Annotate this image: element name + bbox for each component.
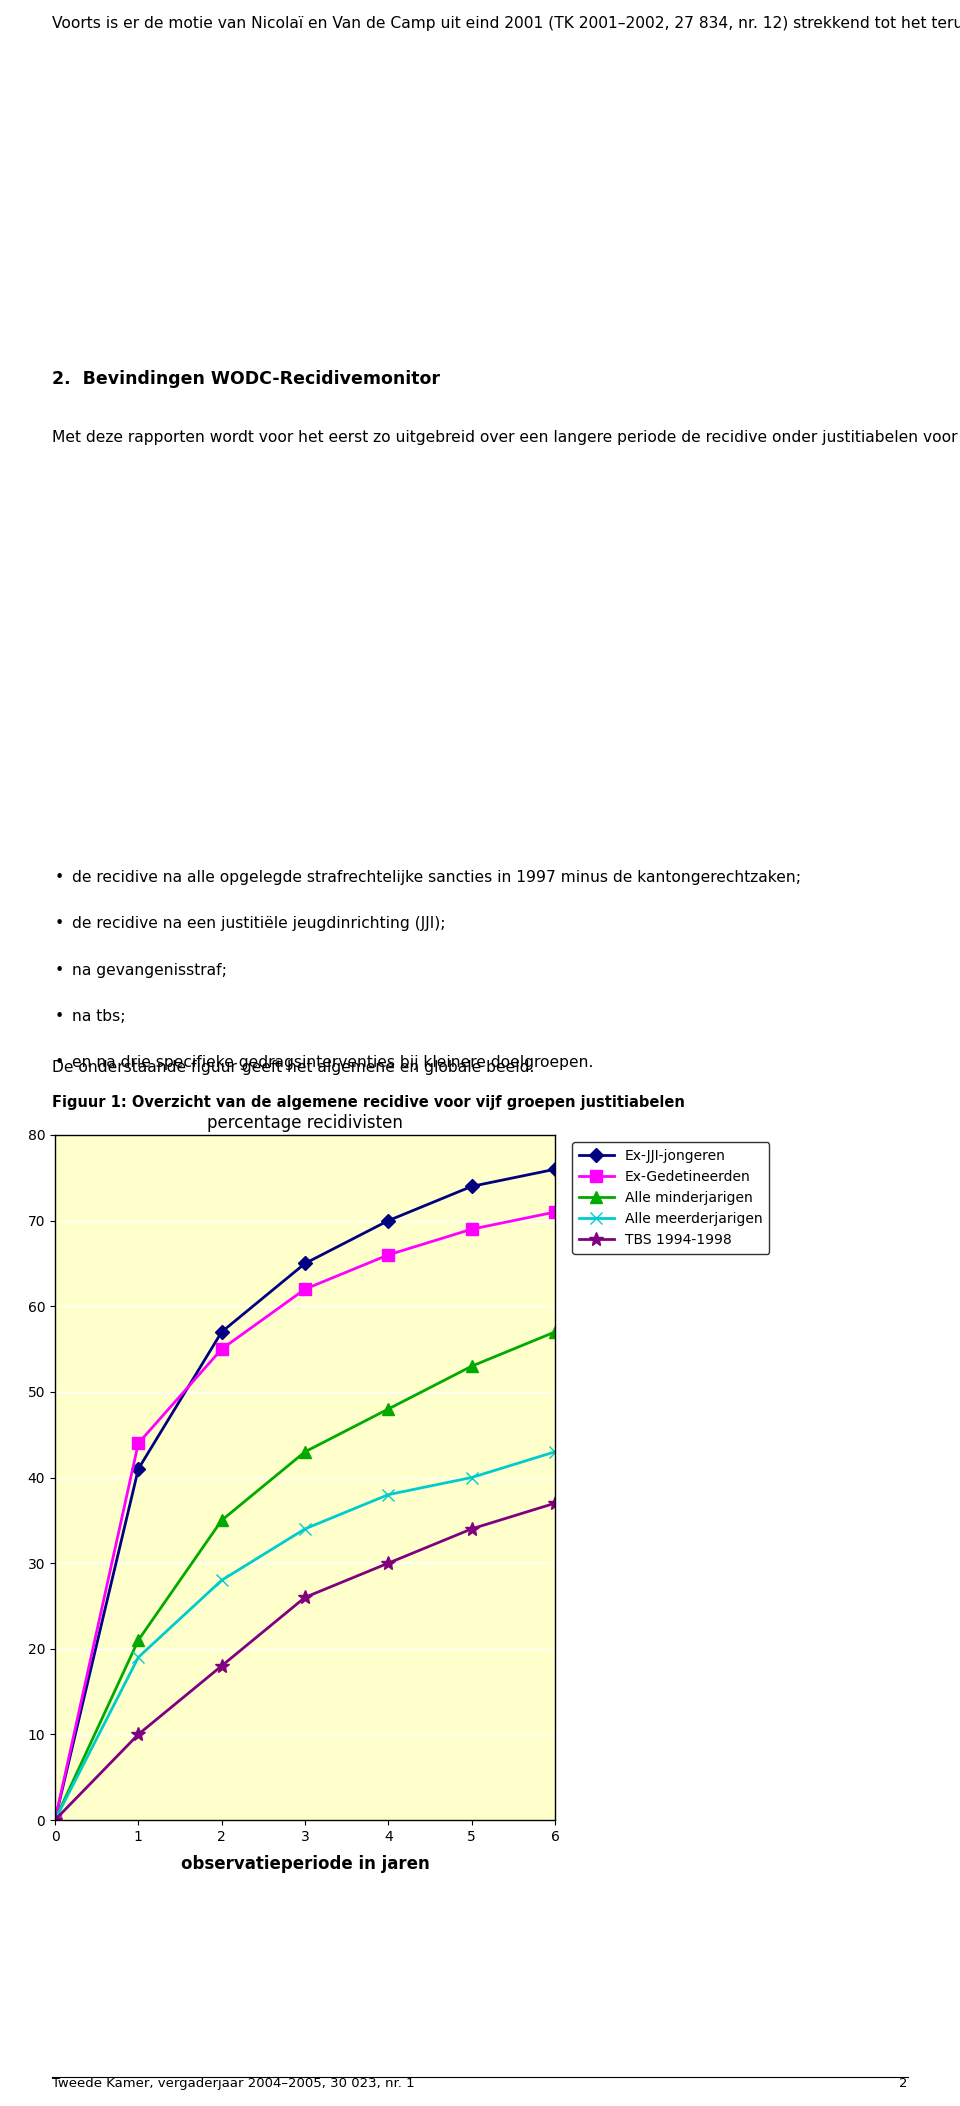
Alle meerderjarigen <box>549 1438 561 1464</box>
Alle meerderjarigen <box>466 1466 477 1491</box>
Text: •: • <box>55 1055 64 1070</box>
Alle minderjarigen <box>49 1807 60 1832</box>
TBS 1994-1998 <box>216 1653 228 1678</box>
Text: •: • <box>55 870 64 885</box>
TBS 1994-1998 <box>132 1723 144 1748</box>
TBS 1994-1998 <box>49 1807 60 1832</box>
TBS 1994-1998 <box>300 1584 311 1609</box>
Alle minderjarigen <box>383 1396 395 1422</box>
TBS 1994-1998 <box>383 1550 395 1575</box>
Alle meerderjarigen <box>216 1567 228 1592</box>
Text: de recidive na een justitiële jeugdinrichting (JJI);: de recidive na een justitiële jeugdinric… <box>72 916 445 931</box>
Title: percentage recidivisten: percentage recidivisten <box>207 1114 403 1133</box>
Alle minderjarigen <box>549 1318 561 1344</box>
Ex-Gedetineerden <box>49 1807 60 1832</box>
Ex-Gedetineerden <box>300 1276 311 1302</box>
Text: De onderstaande figuur geeft het algemene en globale beeld.: De onderstaande figuur geeft het algemen… <box>52 1059 535 1074</box>
Text: na tbs;: na tbs; <box>72 1009 126 1024</box>
Text: Met deze rapporten wordt voor het eerst zo uitgebreid over een langere periode d: Met deze rapporten wordt voor het eerst … <box>52 430 960 444</box>
Text: Voorts is er de motie van Nicolaï en Van de Camp uit eind 2001 (TK 2001–2002, 27: Voorts is er de motie van Nicolaï en Van… <box>52 15 960 32</box>
Text: en na drie specifieke gedragsinterventies bij kleinere doelgroepen.: en na drie specifieke gedragsinterventie… <box>72 1055 593 1070</box>
Ex-JJI-jongeren <box>549 1156 561 1181</box>
Text: Figuur 1: Overzicht van de algemene recidive voor vijf groepen justitiabelen: Figuur 1: Overzicht van de algemene reci… <box>52 1095 684 1110</box>
Text: •: • <box>55 916 64 931</box>
Line: Ex-JJI-jongeren: Ex-JJI-jongeren <box>50 1165 560 1826</box>
Ex-JJI-jongeren <box>383 1209 395 1234</box>
Text: •: • <box>55 962 64 977</box>
Alle meerderjarigen <box>132 1645 144 1670</box>
TBS 1994-1998 <box>549 1491 561 1516</box>
Text: 2: 2 <box>900 2077 908 2089</box>
Alle minderjarigen <box>466 1354 477 1379</box>
Text: Tweede Kamer, vergaderjaar 2004–2005, 30 023, nr. 1: Tweede Kamer, vergaderjaar 2004–2005, 30… <box>52 2077 415 2089</box>
Ex-Gedetineerden <box>549 1200 561 1226</box>
TBS 1994-1998 <box>466 1516 477 1542</box>
Ex-Gedetineerden <box>466 1217 477 1243</box>
Line: TBS 1994-1998: TBS 1994-1998 <box>48 1495 562 1826</box>
Alle meerderjarigen <box>49 1807 60 1832</box>
Legend: Ex-JJI-jongeren, Ex-Gedetineerden, Alle minderjarigen, Alle meerderjarigen, TBS : Ex-JJI-jongeren, Ex-Gedetineerden, Alle … <box>572 1141 769 1253</box>
Alle minderjarigen <box>300 1438 311 1464</box>
Line: Ex-Gedetineerden: Ex-Gedetineerden <box>50 1207 561 1826</box>
Ex-Gedetineerden <box>383 1243 395 1268</box>
Line: Alle minderjarigen: Alle minderjarigen <box>50 1327 561 1826</box>
Ex-Gedetineerden <box>216 1337 228 1363</box>
Text: de recidive na alle opgelegde strafrechtelijke sancties in 1997 minus de kantong: de recidive na alle opgelegde strafrecht… <box>72 870 801 885</box>
Text: •: • <box>55 1009 64 1024</box>
Text: na gevangenisstraf;: na gevangenisstraf; <box>72 962 227 977</box>
Alle meerderjarigen <box>383 1483 395 1508</box>
Alle minderjarigen <box>132 1628 144 1653</box>
Ex-JJI-jongeren <box>300 1251 311 1276</box>
Ex-Gedetineerden <box>132 1430 144 1455</box>
Ex-JJI-jongeren <box>466 1173 477 1198</box>
Ex-JJI-jongeren <box>49 1807 60 1832</box>
Alle meerderjarigen <box>300 1516 311 1542</box>
Alle minderjarigen <box>216 1508 228 1533</box>
Line: Alle meerderjarigen: Alle meerderjarigen <box>50 1447 561 1826</box>
Ex-JJI-jongeren <box>216 1318 228 1344</box>
X-axis label: observatieperiode in jaren: observatieperiode in jaren <box>180 1855 429 1872</box>
Text: 2.  Bevindingen WODC-Recidivemonitor: 2. Bevindingen WODC-Recidivemonitor <box>52 371 440 388</box>
Ex-JJI-jongeren <box>132 1457 144 1483</box>
